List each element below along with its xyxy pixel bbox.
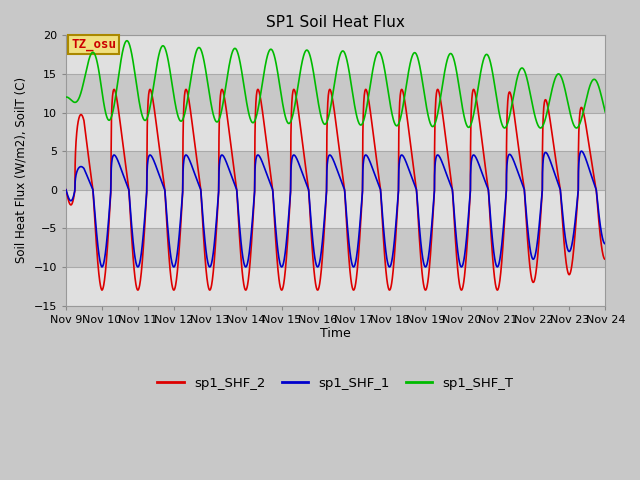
sp1_SHF_1 bbox=[602, 241, 609, 247]
sp1_SHF_1 bbox=[269, 190, 276, 196]
sp1_SHF_2 bbox=[292, 95, 300, 100]
sp1_SHF_1 bbox=[98, 264, 106, 270]
sp1_SHF_1 bbox=[156, 173, 163, 179]
Bar bbox=[66, 267, 605, 306]
Bar bbox=[66, 36, 605, 74]
Bar bbox=[66, 151, 605, 190]
sp1_SHF_T bbox=[62, 94, 70, 100]
Bar bbox=[66, 112, 605, 151]
sp1_SHF_T bbox=[269, 49, 276, 55]
Text: TZ_osu: TZ_osu bbox=[71, 38, 116, 51]
sp1_SHF_1 bbox=[578, 148, 586, 154]
Line: sp1_SHF_2: sp1_SHF_2 bbox=[66, 89, 605, 290]
sp1_SHF_2 bbox=[98, 287, 106, 293]
sp1_SHF_T bbox=[602, 109, 609, 115]
sp1_SHF_T bbox=[591, 77, 599, 83]
Bar bbox=[66, 190, 605, 228]
Line: sp1_SHF_1: sp1_SHF_1 bbox=[66, 151, 605, 267]
sp1_SHF_1 bbox=[292, 155, 300, 161]
sp1_SHF_2 bbox=[124, 178, 131, 184]
X-axis label: Time: Time bbox=[320, 327, 351, 340]
sp1_SHF_T bbox=[123, 38, 131, 44]
sp1_SHF_T bbox=[124, 38, 131, 44]
Y-axis label: Soil Heat Flux (W/m2), SoilT (C): Soil Heat Flux (W/m2), SoilT (C) bbox=[15, 77, 28, 264]
sp1_SHF_T bbox=[292, 94, 300, 99]
sp1_SHF_1 bbox=[62, 187, 70, 192]
sp1_SHF_T bbox=[573, 125, 580, 131]
sp1_SHF_2 bbox=[156, 148, 163, 154]
sp1_SHF_T bbox=[156, 49, 163, 55]
sp1_SHF_1 bbox=[124, 184, 131, 190]
sp1_SHF_2 bbox=[591, 180, 599, 185]
sp1_SHF_2 bbox=[602, 256, 609, 262]
sp1_SHF_T bbox=[533, 120, 541, 125]
sp1_SHF_1 bbox=[533, 244, 541, 250]
Bar bbox=[66, 74, 605, 112]
Bar bbox=[66, 228, 605, 267]
sp1_SHF_2 bbox=[269, 191, 276, 197]
sp1_SHF_2 bbox=[533, 262, 541, 267]
Line: sp1_SHF_T: sp1_SHF_T bbox=[66, 41, 605, 128]
Legend: sp1_SHF_2, sp1_SHF_1, sp1_SHF_T: sp1_SHF_2, sp1_SHF_1, sp1_SHF_T bbox=[152, 372, 519, 395]
Title: SP1 Soil Heat Flux: SP1 Soil Heat Flux bbox=[266, 15, 405, 30]
sp1_SHF_2 bbox=[62, 187, 70, 192]
sp1_SHF_2 bbox=[434, 86, 442, 92]
sp1_SHF_1 bbox=[591, 183, 599, 189]
